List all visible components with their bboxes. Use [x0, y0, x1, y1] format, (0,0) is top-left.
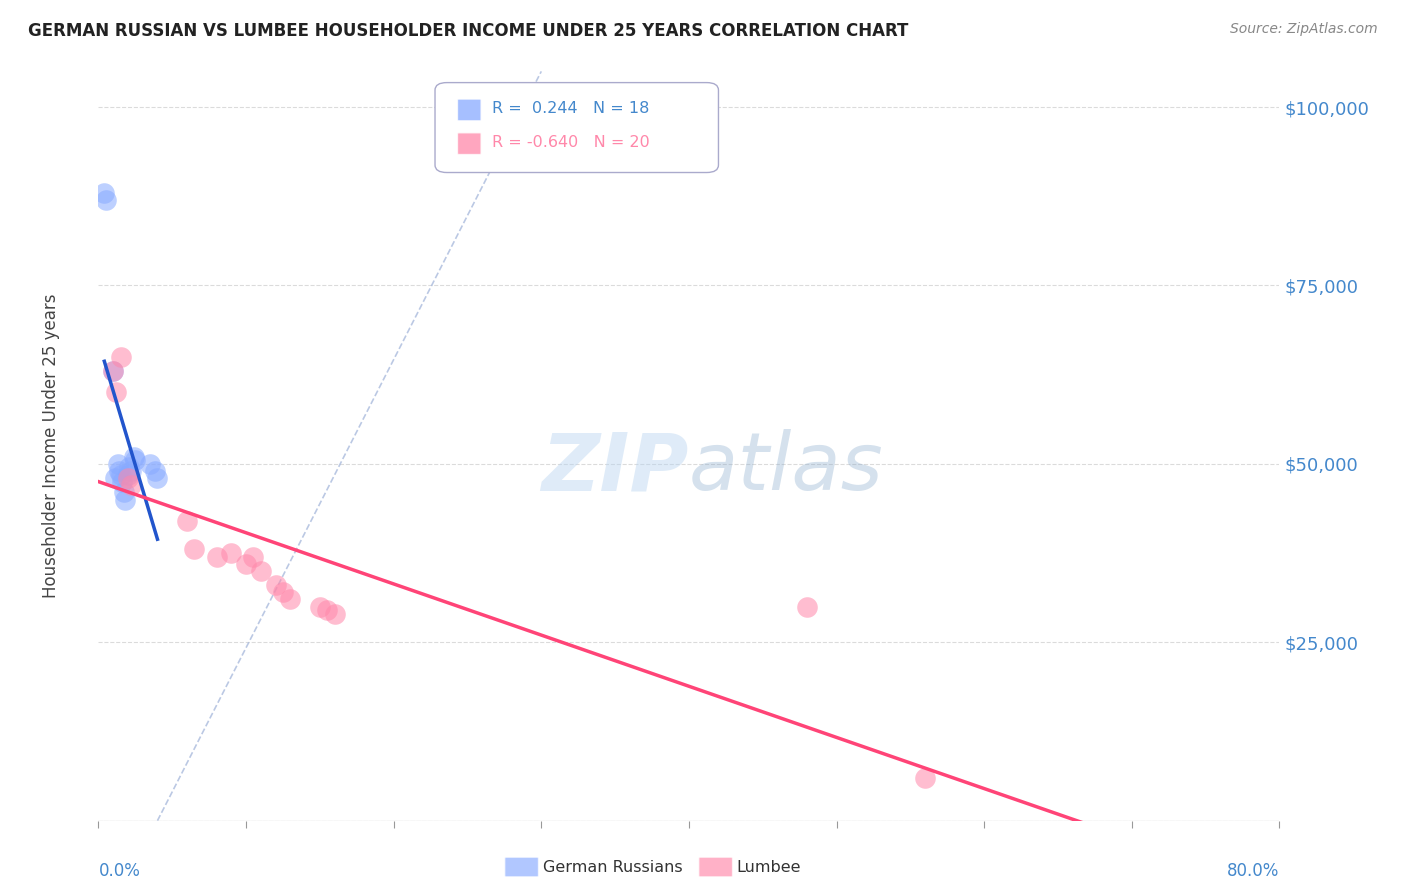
- Text: 80.0%: 80.0%: [1227, 862, 1279, 880]
- Point: [120, 478, 142, 492]
- Point: [103, 364, 125, 378]
- Point: [112, 485, 135, 500]
- Text: ZIP: ZIP: [541, 429, 689, 508]
- FancyBboxPatch shape: [457, 133, 481, 154]
- Point: [280, 592, 302, 607]
- Point: [118, 460, 141, 475]
- Point: [316, 603, 339, 617]
- Point: [143, 464, 166, 478]
- Point: [107, 457, 129, 471]
- Point: [205, 549, 228, 564]
- Text: GERMAN RUSSIAN VS LUMBEE HOUSEHOLDER INCOME UNDER 25 YEARS CORRELATION CHART: GERMAN RUSSIAN VS LUMBEE HOUSEHOLDER INC…: [28, 22, 908, 40]
- Point: [117, 467, 139, 482]
- Point: [104, 471, 127, 485]
- Point: [323, 607, 346, 621]
- Point: [105, 385, 128, 400]
- Point: [176, 514, 198, 528]
- Point: [122, 450, 145, 464]
- Point: [250, 564, 273, 578]
- Point: [264, 578, 287, 592]
- Point: [146, 471, 169, 485]
- Point: [110, 350, 132, 364]
- Point: [117, 471, 139, 485]
- FancyBboxPatch shape: [434, 83, 718, 172]
- Text: Householder Income Under 25 years: Householder Income Under 25 years: [42, 293, 60, 599]
- Text: R = -0.640   N = 20: R = -0.640 N = 20: [492, 135, 650, 150]
- Text: R =  0.244   N = 18: R = 0.244 N = 18: [492, 102, 650, 116]
- FancyBboxPatch shape: [457, 99, 481, 120]
- Point: [120, 464, 142, 478]
- Point: [309, 599, 332, 614]
- Point: [93, 186, 115, 200]
- Point: [242, 549, 264, 564]
- Point: [183, 542, 205, 557]
- Point: [110, 467, 132, 482]
- Point: [94, 193, 117, 207]
- Point: [124, 453, 146, 467]
- Point: [108, 464, 131, 478]
- Point: [111, 475, 134, 489]
- Point: [221, 546, 243, 560]
- Text: Lumbee: Lumbee: [737, 860, 801, 874]
- Point: [271, 585, 294, 599]
- Text: German Russians: German Russians: [543, 860, 682, 874]
- Point: [114, 492, 136, 507]
- Point: [235, 557, 257, 571]
- Point: [103, 364, 125, 378]
- Text: atlas: atlas: [689, 429, 884, 508]
- Text: Source: ZipAtlas.com: Source: ZipAtlas.com: [1230, 22, 1378, 37]
- Point: [139, 457, 162, 471]
- Point: [796, 599, 818, 614]
- Point: [914, 771, 936, 785]
- Text: 0.0%: 0.0%: [98, 862, 141, 880]
